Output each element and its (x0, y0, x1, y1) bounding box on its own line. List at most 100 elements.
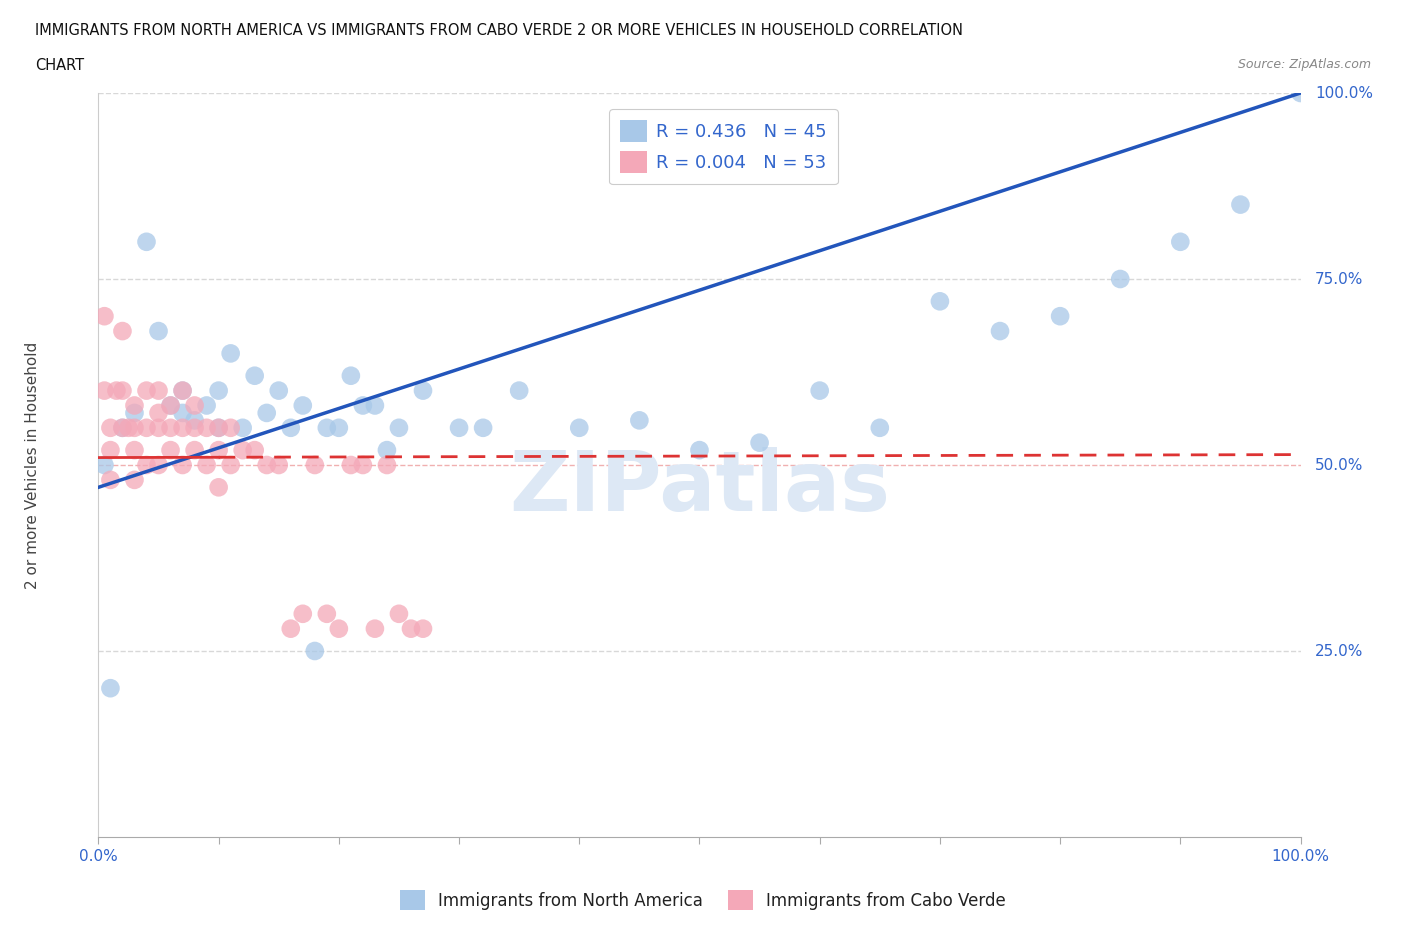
Point (412, 383, 434, 398)
Point (267, 383, 290, 398)
Point (399, 621, 422, 636)
Legend: R = 0.436   N = 45, R = 0.004   N = 53: R = 0.436 N = 45, R = 0.004 N = 53 (609, 110, 838, 184)
Point (159, 443, 181, 458)
Point (340, 458, 363, 472)
Point (111, 420, 134, 435)
Point (808, 383, 831, 398)
Point (124, 443, 146, 458)
Point (148, 405, 170, 420)
Point (315, 420, 337, 435)
Point (172, 383, 194, 398)
Point (628, 413, 651, 428)
Point (1289, 86, 1312, 100)
Point (869, 420, 891, 435)
Point (208, 383, 231, 398)
Point (256, 405, 278, 420)
Point (304, 644, 326, 658)
Point (364, 621, 387, 636)
Point (148, 420, 170, 435)
Point (105, 383, 128, 398)
Point (208, 420, 231, 435)
Legend: Immigrants from North America, Immigrants from Cabo Verde: Immigrants from North America, Immigrant… (394, 884, 1012, 917)
Text: IMMIGRANTS FROM NORTH AMERICA VS IMMIGRANTS FROM CABO VERDE 2 OR MORE VEHICLES I: IMMIGRANTS FROM NORTH AMERICA VS IMMIGRA… (35, 23, 963, 38)
Point (111, 324, 134, 339)
Point (100, 443, 122, 458)
Point (280, 420, 302, 435)
Point (928, 294, 950, 309)
Point (219, 346, 242, 361)
Point (219, 420, 242, 435)
Text: 25.0%: 25.0% (1315, 644, 1364, 658)
Point (1049, 309, 1071, 324)
Point (100, 420, 122, 435)
Point (195, 420, 218, 435)
Point (412, 621, 434, 636)
Point (183, 420, 205, 435)
Point (508, 383, 530, 398)
Point (988, 324, 1011, 339)
Point (159, 398, 181, 413)
Text: 50.0%: 50.0% (1315, 458, 1364, 472)
Point (688, 443, 710, 458)
Point (243, 443, 266, 458)
Point (291, 606, 314, 621)
Point (148, 383, 170, 398)
Point (364, 398, 387, 413)
Point (195, 398, 218, 413)
Text: ZIPatlas: ZIPatlas (509, 446, 890, 528)
Point (195, 458, 218, 472)
Point (135, 420, 157, 435)
Point (135, 383, 157, 398)
Point (267, 458, 290, 472)
Text: 75.0%: 75.0% (1315, 272, 1364, 286)
Point (124, 472, 146, 487)
Text: Source: ZipAtlas.com: Source: ZipAtlas.com (1237, 58, 1371, 71)
Point (328, 420, 350, 435)
Point (93, 458, 115, 472)
Text: 100.0%: 100.0% (1315, 86, 1374, 100)
Point (124, 405, 146, 420)
Point (172, 420, 194, 435)
Point (375, 458, 398, 472)
Point (117, 420, 139, 435)
Point (159, 420, 181, 435)
Point (280, 621, 302, 636)
Point (111, 383, 134, 398)
Point (124, 420, 146, 435)
Point (1229, 197, 1251, 212)
Point (93, 309, 115, 324)
Point (304, 458, 326, 472)
Point (183, 413, 205, 428)
Point (232, 443, 254, 458)
Point (352, 458, 374, 472)
Point (388, 606, 411, 621)
Point (208, 480, 231, 495)
Text: CHART: CHART (35, 58, 84, 73)
Point (100, 472, 122, 487)
Point (208, 443, 231, 458)
Point (93, 383, 115, 398)
Point (243, 368, 266, 383)
Point (447, 420, 470, 435)
Point (315, 606, 337, 621)
Point (148, 458, 170, 472)
Text: 2 or more Vehicles in Household: 2 or more Vehicles in Household (25, 341, 39, 589)
Point (111, 420, 134, 435)
Point (159, 398, 181, 413)
Point (1109, 272, 1132, 286)
Point (219, 458, 242, 472)
Point (472, 420, 495, 435)
Point (183, 398, 205, 413)
Point (388, 420, 411, 435)
Point (340, 368, 363, 383)
Point (148, 324, 170, 339)
Point (568, 420, 591, 435)
Point (172, 458, 194, 472)
Point (172, 383, 194, 398)
Point (375, 443, 398, 458)
Point (135, 458, 157, 472)
Point (124, 398, 146, 413)
Point (100, 681, 122, 696)
Point (232, 420, 254, 435)
Point (1170, 234, 1192, 249)
